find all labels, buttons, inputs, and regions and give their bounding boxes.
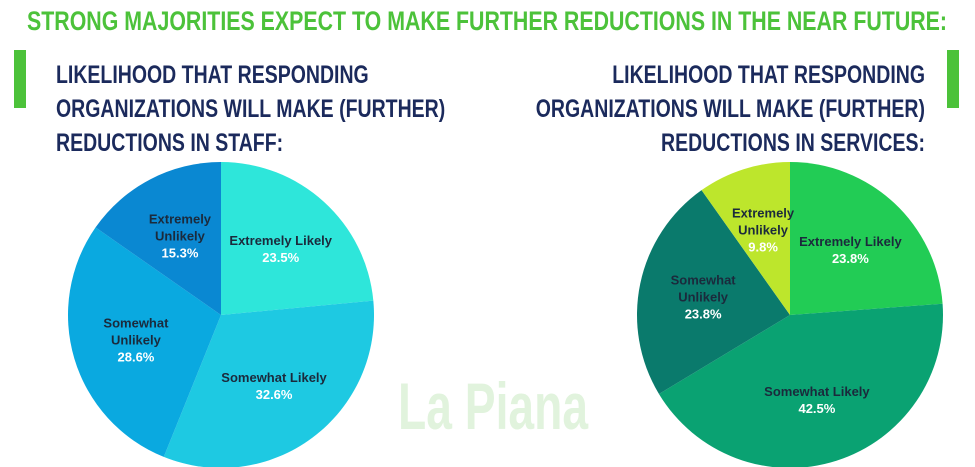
slice-label: Somewhat Unlikely 23.8% bbox=[648, 271, 758, 322]
slice-value-label: 42.5% bbox=[798, 400, 836, 416]
slice-label: Somewhat Likely 42.5% bbox=[762, 383, 872, 417]
pie-slice bbox=[163, 300, 374, 467]
accent-bar bbox=[947, 50, 959, 108]
chart-title: LIKELIHOOD THAT RESPONDING ORGANIZATIONS… bbox=[56, 61, 446, 157]
pie-slice bbox=[637, 190, 790, 394]
slice-label: Extremely Unlikely 9.8% bbox=[708, 205, 818, 256]
pie-slice bbox=[95, 162, 221, 315]
slice-label: Somewhat Likely 32.6% bbox=[219, 369, 329, 403]
slice-category: Somewhat Likely bbox=[221, 370, 327, 386]
slice-value-label: 9.8% bbox=[748, 239, 778, 255]
slice-value-label: 23.8% bbox=[831, 250, 869, 266]
slice-label: Extremely Likely 23.5% bbox=[226, 232, 336, 266]
pie-slice bbox=[221, 162, 374, 315]
slice-category: Somewhat Likely bbox=[764, 383, 870, 399]
slice-value-label: 15.3% bbox=[161, 245, 199, 261]
chart-title: LIKELIHOOD THAT RESPONDING ORGANIZATIONS… bbox=[535, 61, 925, 157]
slice-category: Extremely Unlikely bbox=[732, 205, 795, 238]
slice-value-label: 32.6% bbox=[255, 387, 293, 403]
slice-value-label: 28.6% bbox=[117, 349, 155, 365]
page-title: STRONG MAJORITIES EXPECT TO MAKE FURTHER… bbox=[27, 6, 947, 36]
slice-category: Somewhat Unlikely bbox=[103, 315, 169, 348]
pie-slice bbox=[658, 303, 943, 467]
watermark: La Piana bbox=[398, 369, 589, 443]
accent-bar bbox=[14, 50, 26, 108]
slice-value-label: 23.8% bbox=[684, 306, 722, 322]
pie-slice bbox=[790, 162, 943, 315]
slice-value-label: 23.5% bbox=[262, 250, 300, 266]
slice-category: Extremely Likely bbox=[229, 233, 333, 249]
slice-label: Extremely Unlikely 15.3% bbox=[125, 211, 235, 262]
pie-slice bbox=[701, 162, 790, 315]
slice-category: Extremely Unlikely bbox=[148, 211, 212, 244]
slice-category: Extremely Likely bbox=[799, 233, 902, 249]
slice-label: Extremely Likely 23.8% bbox=[795, 233, 905, 267]
slice-label: Somewhat Unlikely 28.6% bbox=[81, 315, 191, 366]
pie-slice bbox=[67, 227, 221, 457]
slice-category: Somewhat Unlikely bbox=[670, 272, 736, 305]
